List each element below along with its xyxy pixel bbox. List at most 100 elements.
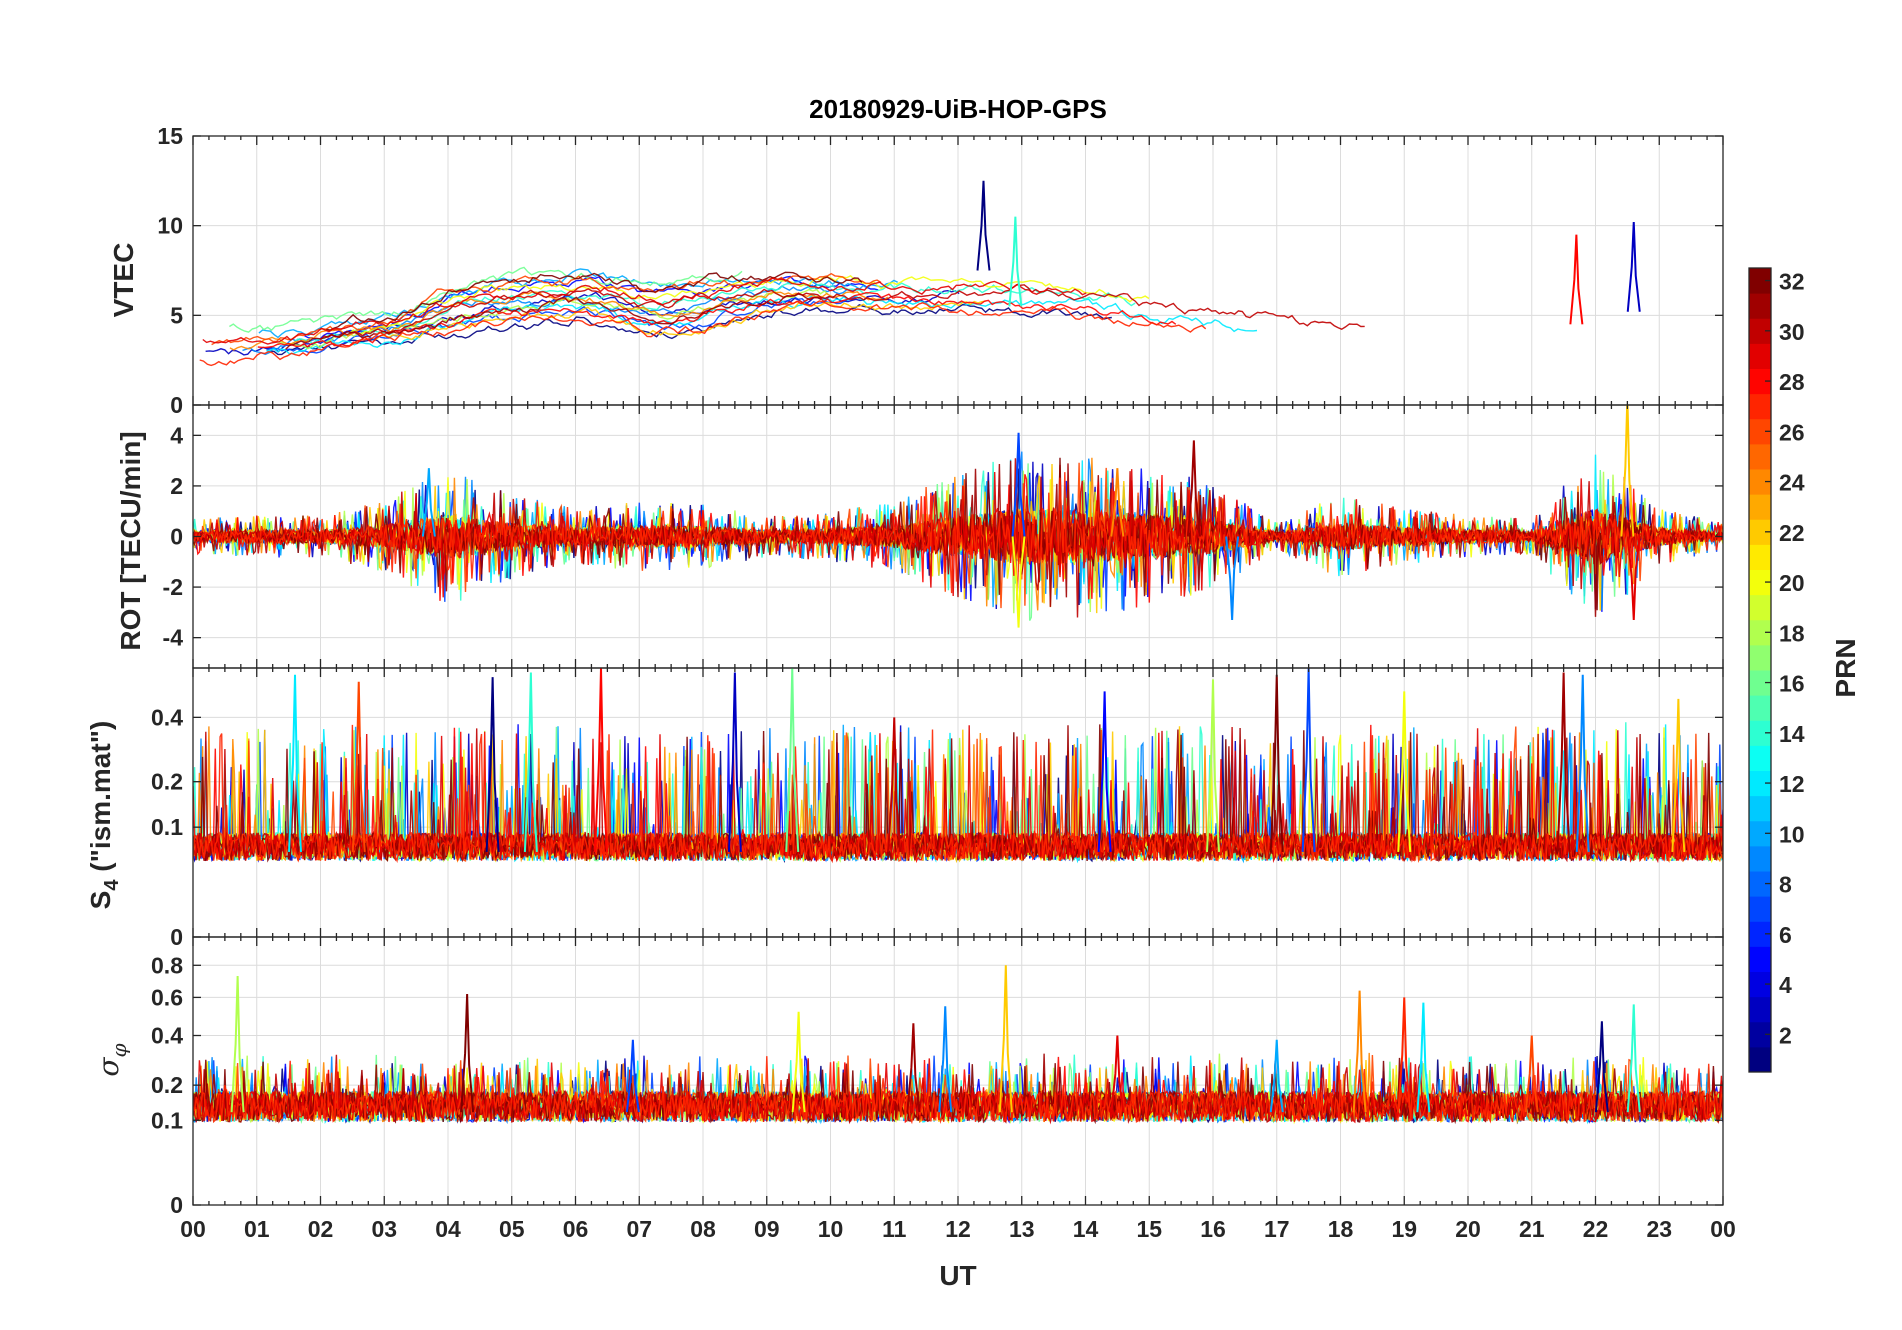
spike-point [1008, 216, 1023, 307]
colorbar-tick-label: 10 [1779, 821, 1805, 847]
spike-point [1225, 536, 1240, 620]
colorbar-swatch [1749, 921, 1771, 947]
xlabel-ut: UT [939, 1260, 976, 1291]
ylabel-vtec: VTEC [108, 243, 139, 318]
colorbar-swatch [1749, 745, 1771, 771]
x-tick-label: 20 [1455, 1216, 1481, 1242]
x-tick-label: 11 [882, 1216, 907, 1242]
spike-point [1594, 1021, 1609, 1113]
series-prn-31 [193, 1053, 1723, 1124]
series-prn-20 [349, 274, 1150, 336]
x-tick-label: 18 [1328, 1216, 1354, 1242]
series-prn-30 [319, 283, 1365, 341]
y-tick-label: 0.1 [151, 814, 183, 840]
x-tick-label: 05 [499, 1216, 525, 1242]
y-tick-label: 0.1 [151, 1107, 183, 1133]
x-tick-label: 06 [563, 1216, 589, 1242]
colorbar-swatch [1749, 293, 1771, 319]
spike-point [906, 1023, 921, 1113]
x-tick-label: 01 [244, 1216, 270, 1242]
colorbar-swatch [1749, 494, 1771, 520]
colorbar-tick-label: 2 [1779, 1022, 1792, 1048]
x-tick-label: 09 [754, 1216, 780, 1242]
colorbar-swatch [1749, 996, 1771, 1023]
colorbar-tick-label: 12 [1779, 771, 1805, 797]
x-tick-label: 10 [818, 1216, 844, 1242]
series-prn-27 [193, 1056, 1723, 1125]
vtec-panel: 0 5 10 15 [157, 123, 1724, 418]
colorbar-tick-label: 26 [1779, 419, 1805, 445]
series-prn-28 [257, 291, 1177, 349]
colorbar-swatch [1749, 393, 1771, 420]
spike-point [1097, 691, 1112, 852]
series-prn-27 [193, 724, 1723, 864]
colorbar-swatch [1749, 443, 1771, 470]
spike-point [1569, 234, 1584, 325]
colorbar-swatch [1749, 896, 1771, 922]
y-tick-label: 0.2 [151, 1072, 183, 1098]
x-tick-label: 03 [371, 1216, 397, 1242]
y-tick-label: -2 [163, 574, 183, 600]
spike-point [1397, 997, 1412, 1113]
y-tick-label: 2 [170, 473, 183, 499]
colorbar-swatch [1749, 594, 1771, 621]
series-prn-27 [193, 472, 1723, 601]
spike-point [1620, 405, 1635, 537]
ylabel-s4: S4 ("ism.mat") [85, 721, 123, 910]
series-prn-16 [229, 266, 743, 333]
colorbar-swatch [1749, 1021, 1771, 1048]
x-tick-label: 14 [1073, 1216, 1099, 1242]
colorbar-swatch [1749, 318, 1771, 344]
x-tick-label: 13 [1009, 1216, 1035, 1242]
colorbar-tick-label: 6 [1779, 922, 1792, 948]
series-group [193, 405, 1723, 628]
spike-point [1269, 1039, 1284, 1113]
y-tick-label: 0 [170, 524, 183, 550]
colorbar-tick-label: 24 [1779, 470, 1805, 496]
series-prn-22 [373, 300, 986, 342]
x-tick-label: 02 [308, 1216, 334, 1242]
colorbar-swatch [1749, 946, 1771, 972]
spike-point [523, 672, 538, 852]
colorbar-tick-label: 22 [1779, 520, 1805, 546]
y-tick-label: 5 [170, 302, 183, 328]
colorbar-swatch [1749, 368, 1771, 395]
series-group [193, 965, 1723, 1125]
colorbar-tick-label: 8 [1779, 872, 1792, 898]
colorbar-tick-label: 4 [1779, 972, 1792, 998]
spike-point [460, 993, 475, 1113]
colorbar-swatch [1749, 820, 1771, 847]
series-group [193, 668, 1723, 864]
spike-point [1575, 674, 1590, 852]
spike-point [1416, 1002, 1431, 1113]
series-prn-29 [193, 725, 1723, 864]
y-tick-label: 10 [157, 213, 183, 239]
spike-point [1626, 536, 1641, 620]
spike-point [1301, 668, 1316, 852]
y-tick-label: 15 [157, 123, 183, 149]
x-tick-label: 23 [1646, 1216, 1672, 1242]
x-tick-label: 19 [1391, 1216, 1417, 1242]
spike-point [938, 1006, 953, 1113]
sigma-phi-panel: 0 0.1 0.2 0.4 0.6 0.8 00 01 02 03 04 05 06 07 08 09 10 11… [151, 936, 1736, 1242]
spike-point [1626, 1004, 1641, 1113]
spike-point [594, 668, 608, 852]
y-tick-label: 0 [170, 924, 183, 950]
spike-point [887, 717, 902, 853]
x-tick-label: 07 [626, 1216, 652, 1242]
colorbar-swatch [1749, 845, 1771, 872]
y-tick-label: 0.6 [151, 984, 183, 1010]
colorbar-tick-label: 32 [1779, 269, 1805, 295]
spike-point [351, 681, 366, 852]
spike-point [1524, 1035, 1539, 1113]
x-tick-label: 04 [435, 1216, 461, 1242]
series-prn-29 [193, 1058, 1723, 1125]
spike-point [1110, 1035, 1125, 1113]
spike-point [976, 180, 991, 271]
colorbar-swatch [1749, 670, 1771, 696]
spike-point [1110, 468, 1125, 537]
colorbar-swatch [1749, 544, 1771, 570]
colorbar-tick-label: 14 [1779, 721, 1805, 747]
spike-point [727, 672, 742, 852]
